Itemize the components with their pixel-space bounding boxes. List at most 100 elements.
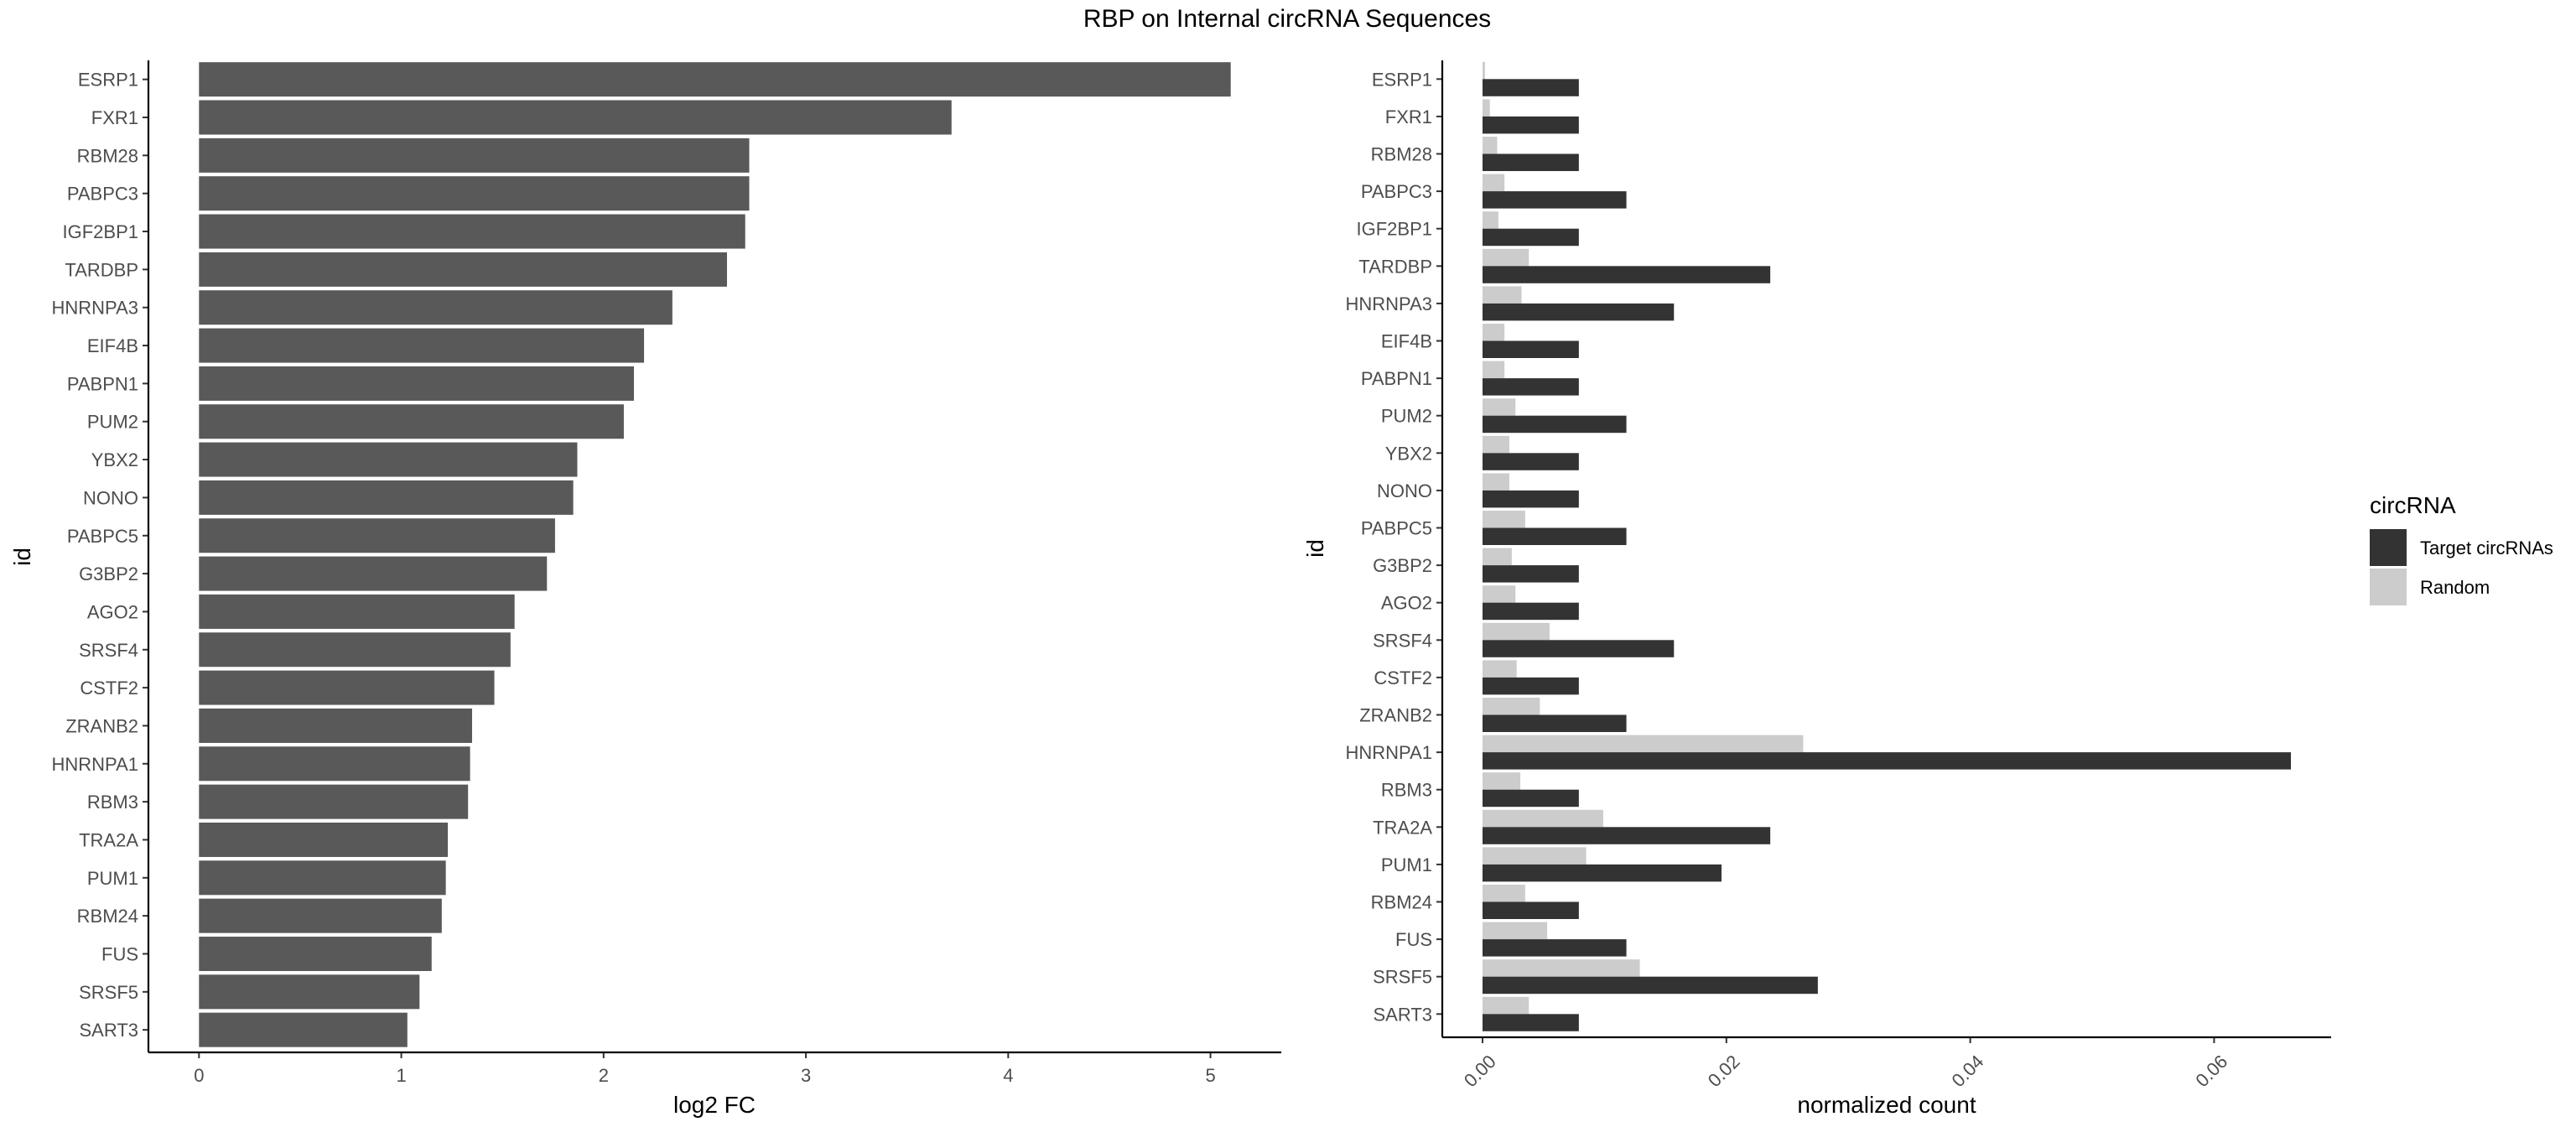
right-y-label-ago2: AGO2 <box>1381 593 1432 614</box>
left-y-label-pabpn1: PABPN1 <box>67 373 138 394</box>
left-y-label-srsf5: SRSF5 <box>79 982 138 1003</box>
bar-target-rbm24 <box>1482 901 1579 919</box>
right-y-label-cstf2: CSTF2 <box>1374 667 1432 688</box>
right-y-label-g3bp2: G3BP2 <box>1373 555 1432 576</box>
left-panel-log2fc: ESRP1 FXR1 RBM28 PABPC3 IGF2BP1 TARDBP HNRNPA3… <box>9 60 1281 1118</box>
bar-target-srsf5 <box>1482 976 1818 995</box>
left-y-label-pum2: PUM2 <box>87 412 138 433</box>
bar-random-pum2 <box>1482 398 1516 416</box>
right-y-label-tra2a: TRA2A <box>1373 817 1432 838</box>
right-x-label-0-06: 0.06 <box>2191 1051 2231 1091</box>
bar-random-srsf5 <box>1482 959 1640 977</box>
bar-random-ybx2 <box>1482 435 1509 454</box>
bar-random-pabpn1 <box>1482 361 1505 379</box>
bar-random-fus <box>1482 922 1548 940</box>
left-bars <box>199 62 1231 1047</box>
left-x-axis-title: log2 FC <box>673 1092 756 1118</box>
right-y-label-srsf4: SRSF4 <box>1373 630 1432 651</box>
right-x-axis-title: normalized count <box>1797 1092 1976 1118</box>
bar-target-igf2bp1 <box>1482 228 1579 247</box>
bar-pabpc3 <box>199 176 750 211</box>
chart-title: RBP on Internal circRNA Sequences <box>1083 5 1491 33</box>
left-y-label-ago2: AGO2 <box>87 601 138 622</box>
right-x-ticks: 0.00 0.02 0.04 0.06 <box>1460 1037 2231 1091</box>
bar-random-pum1 <box>1482 847 1587 865</box>
bar-random-hnrnpa3 <box>1482 286 1522 304</box>
bar-target-nono <box>1482 490 1579 508</box>
bar-target-ybx2 <box>1482 453 1579 470</box>
bar-target-esrp1 <box>1482 79 1579 96</box>
right-bars <box>1482 61 2292 1031</box>
bar-hnrnpa1 <box>199 746 470 782</box>
right-y-label-tardbp: TARDBP <box>1358 256 1432 277</box>
bar-random-igf2bp1 <box>1482 211 1498 229</box>
right-y-label-fus: FUS <box>1395 929 1432 950</box>
bar-esrp1 <box>199 62 1231 97</box>
left-y-label-eif4b: EIF4B <box>87 335 138 356</box>
left-y-label-pum1: PUM1 <box>87 868 138 889</box>
bar-tra2a <box>199 822 449 857</box>
left-y-axis-title: id <box>9 548 35 566</box>
bar-target-tardbp <box>1482 266 1771 283</box>
right-y-label-pum2: PUM2 <box>1381 406 1432 427</box>
bar-target-hnrnpa3 <box>1482 303 1675 321</box>
bar-target-pabpc3 <box>1482 191 1627 209</box>
bar-random-hnrnpa1 <box>1482 735 1804 753</box>
right-y-label-pum1: PUM1 <box>1381 854 1432 875</box>
right-panel-normalized-count: ESRP1 FXR1 RBM28 PABPC3 IGF2BP1 TARDBP HNRNPA3… <box>1302 60 2331 1118</box>
legend-key-random <box>2370 569 2407 605</box>
right-y-label-sart3: SART3 <box>1373 1004 1432 1025</box>
right-x-label-0-02: 0.02 <box>1704 1051 1744 1091</box>
left-y-label-srsf4: SRSF4 <box>79 640 138 661</box>
bar-random-pabpc3 <box>1482 174 1505 192</box>
bar-random-tardbp <box>1482 248 1530 267</box>
left-y-label-tardbp: TARDBP <box>65 259 138 280</box>
bar-target-eif4b <box>1482 340 1579 358</box>
right-y-label-nono: NONO <box>1377 480 1432 501</box>
bar-random-sart3 <box>1482 996 1530 1015</box>
bar-target-hnrnpa1 <box>1482 752 2292 770</box>
legend: circRNA Target circRNAs Random <box>2370 492 2553 605</box>
left-y-label-cstf2: CSTF2 <box>80 678 138 699</box>
left-y-label-tra2a: TRA2A <box>79 829 138 850</box>
left-y-label-esrp1: ESRP1 <box>78 70 138 91</box>
bar-random-g3bp2 <box>1482 548 1512 566</box>
bar-rbm3 <box>199 784 469 819</box>
bar-random-srsf4 <box>1482 622 1550 641</box>
bar-pabpn1 <box>199 366 634 401</box>
left-x-label-2: 2 <box>599 1065 609 1086</box>
bar-fxr1 <box>199 100 952 135</box>
bar-target-pabpn1 <box>1482 378 1579 396</box>
left-y-label-ybx2: YBX2 <box>91 449 138 470</box>
left-y-label-fus: FUS <box>101 943 138 964</box>
bar-pabpc5 <box>199 518 555 553</box>
bar-pum1 <box>199 860 446 896</box>
left-y-label-rbm24: RBM24 <box>77 906 138 927</box>
left-y-label-nono: NONO <box>83 487 138 508</box>
left-y-label-g3bp2: G3BP2 <box>79 564 138 584</box>
left-y-label-hnrnpa1: HNRNPA1 <box>51 754 138 775</box>
left-x-label-4: 4 <box>1003 1065 1013 1086</box>
bar-target-fxr1 <box>1482 116 1579 134</box>
bar-target-rbm3 <box>1482 789 1579 808</box>
right-y-label-pabpc5: PABPC5 <box>1361 518 1432 539</box>
left-x-label-3: 3 <box>801 1065 811 1086</box>
right-y-label-srsf5: SRSF5 <box>1373 967 1432 988</box>
left-y-label-zranb2: ZRANB2 <box>65 715 138 736</box>
legend-title: circRNA <box>2370 492 2456 518</box>
right-y-label-ybx2: YBX2 <box>1385 443 1432 464</box>
right-y-label-igf2bp1: IGF2BP1 <box>1357 219 1432 240</box>
bar-random-pabpc5 <box>1482 511 1525 528</box>
bar-target-pum1 <box>1482 864 1722 882</box>
left-y-label-sart3: SART3 <box>79 1020 138 1041</box>
right-y-label-zranb2: ZRANB2 <box>1359 705 1432 726</box>
bar-random-cstf2 <box>1482 660 1517 678</box>
bar-random-eif4b <box>1482 324 1505 341</box>
bar-fus <box>199 936 432 971</box>
right-y-label-fxr1: FXR1 <box>1385 106 1432 127</box>
bar-target-rbm28 <box>1482 153 1579 171</box>
right-y-label-rbm3: RBM3 <box>1381 780 1432 801</box>
bar-hnrnpa3 <box>199 290 673 325</box>
bar-random-esrp1 <box>1482 61 1485 80</box>
left-y-label-hnrnpa3: HNRNPA3 <box>51 298 138 319</box>
